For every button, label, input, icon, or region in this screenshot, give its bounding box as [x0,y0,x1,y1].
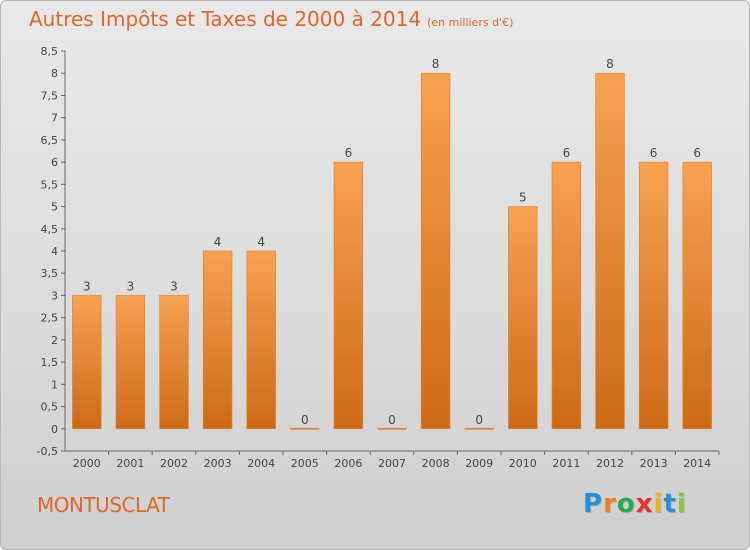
y-tick-label: 4,5 [41,223,59,236]
x-tick-label: 2006 [334,457,362,470]
bar [333,161,364,430]
y-tick-label: 7,5 [41,89,59,102]
bar [377,427,407,430]
y-tick-label: 5,5 [41,178,59,191]
bar [246,250,276,430]
x-tick-label: 2011 [552,457,580,470]
data-label: 6 [693,146,701,160]
logo-letter: t [663,489,677,519]
y-tick-label: 1,5 [41,356,59,369]
data-label: 6 [563,146,571,160]
y-tick-label: 0 [51,423,58,436]
y-tick-label: 7 [51,112,58,125]
y-tick-label: 3 [51,289,58,302]
bar [290,427,320,430]
bar [595,72,625,430]
data-labels: 3 3 3 4 4 0 6 0 8 0 5 6 8 6 6 [83,57,701,427]
y-tick-label: 3,5 [41,267,59,280]
data-label: 0 [388,413,396,427]
y-tick-label: 2,5 [41,312,59,325]
x-tick-label: 2007 [378,457,406,470]
logo-letter: i [676,489,687,519]
logo-letter: x [635,489,654,519]
x-tick-label: 2010 [509,457,537,470]
place-name: MONTUSCLAT [37,493,170,517]
x-tick-label: 2014 [683,457,711,470]
data-label: 0 [475,413,483,427]
bar [159,295,189,430]
chart-title: Autres Impôts et Taxes de 2000 à 2014 (en… [29,7,513,31]
chart-title-main: Autres Impôts et Taxes de 2000 à 2014 [29,7,422,31]
y-tick-label: 8,5 [41,45,59,58]
x-tick-label: 2009 [465,457,493,470]
x-tick-label: 2003 [204,457,232,470]
y-tick-label: 4 [51,245,58,258]
data-label: 3 [127,279,135,293]
logo-letter: r [603,489,617,519]
x-tick-label: 2002 [160,457,188,470]
data-label: 6 [650,146,658,160]
bar [682,161,712,430]
data-label: 0 [301,413,309,427]
x-tick-label: 2008 [422,457,450,470]
bar [464,427,494,430]
logo-letter: o [616,489,636,519]
data-label: 4 [214,235,222,249]
data-label: 3 [83,279,91,293]
data-label: 5 [519,191,527,205]
bars [72,72,712,430]
y-tick-label: -0,5 [37,445,58,458]
bar [72,295,102,430]
logo-letter: i [653,489,664,519]
y-tick-label: 8 [51,67,58,80]
bar [508,206,538,430]
axes: -0,5 0 0,5 1 1,5 2 2,5 3 3,5 4 4,5 5 5,5 6 6,5 7 7,5 8 8,5… [37,45,720,470]
bar [420,72,451,430]
x-tick-label: 2005 [291,457,319,470]
x-tick-label: 2001 [116,457,144,470]
y-tick-label: 2 [51,334,58,347]
bar [202,250,233,430]
y-tick-label: 0,5 [41,401,59,414]
y-tick-label: 6,5 [41,134,59,147]
data-label: 6 [345,146,353,160]
bar [115,295,146,430]
x-tick-label: 2012 [596,457,624,470]
data-label: 3 [170,279,178,293]
data-label: 4 [257,235,265,249]
logo-letter: P [583,489,604,519]
y-tick-label: 5 [51,201,58,214]
y-tick-label: 6 [51,156,58,169]
x-tick-label: 2004 [247,457,275,470]
bar [551,161,582,430]
chart-subtitle: (en milliers d'€) [427,16,514,29]
x-tick-label: 2013 [640,457,668,470]
x-tick-label: 2000 [73,457,101,470]
bar [638,161,669,430]
data-label: 8 [606,57,614,71]
y-tick-label: 1 [51,378,58,391]
proxiti-logo[interactable]: Proxiti [583,489,687,519]
data-label: 8 [432,57,440,71]
